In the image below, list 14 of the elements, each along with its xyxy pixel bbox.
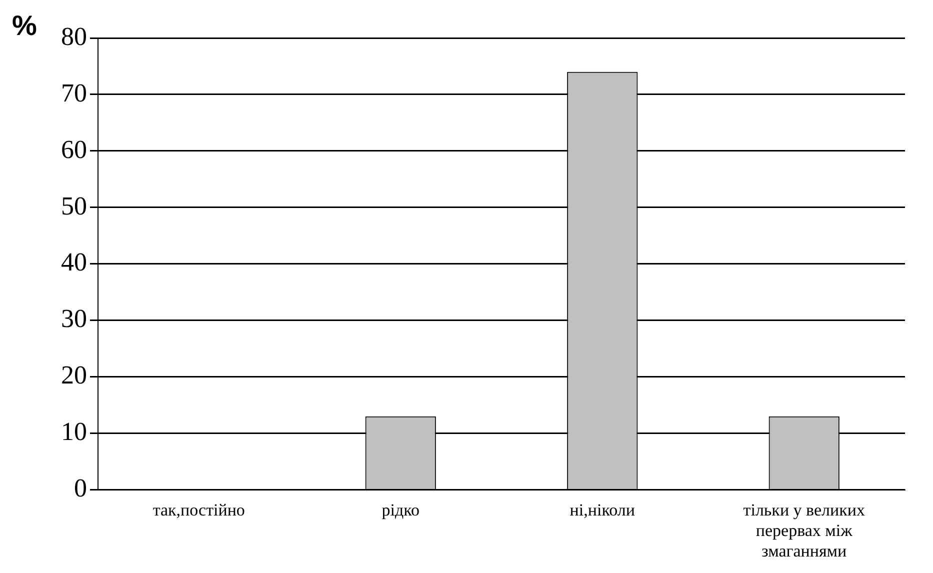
x-tick-label: так,постійно (152, 500, 245, 520)
y-tick-label: 0 (74, 474, 87, 503)
x-tick-label: рідко (382, 500, 420, 520)
y-tick-label: 40 (61, 248, 87, 277)
y-tick-label: 70 (61, 78, 87, 108)
y-tick-label: 20 (61, 360, 87, 390)
x-tick-label: тільки у великих перервах між змаганнями (743, 500, 866, 560)
y-tick-label: 80 (61, 22, 87, 51)
y-tick-label: 30 (61, 304, 87, 334)
y-tick-label: 10 (61, 417, 87, 446)
y-axis-title: % (12, 10, 37, 42)
x-tick-label: ні,ніколи (570, 500, 635, 520)
y-tick-label: 60 (61, 134, 87, 164)
y-tick-label: 50 (61, 191, 87, 220)
